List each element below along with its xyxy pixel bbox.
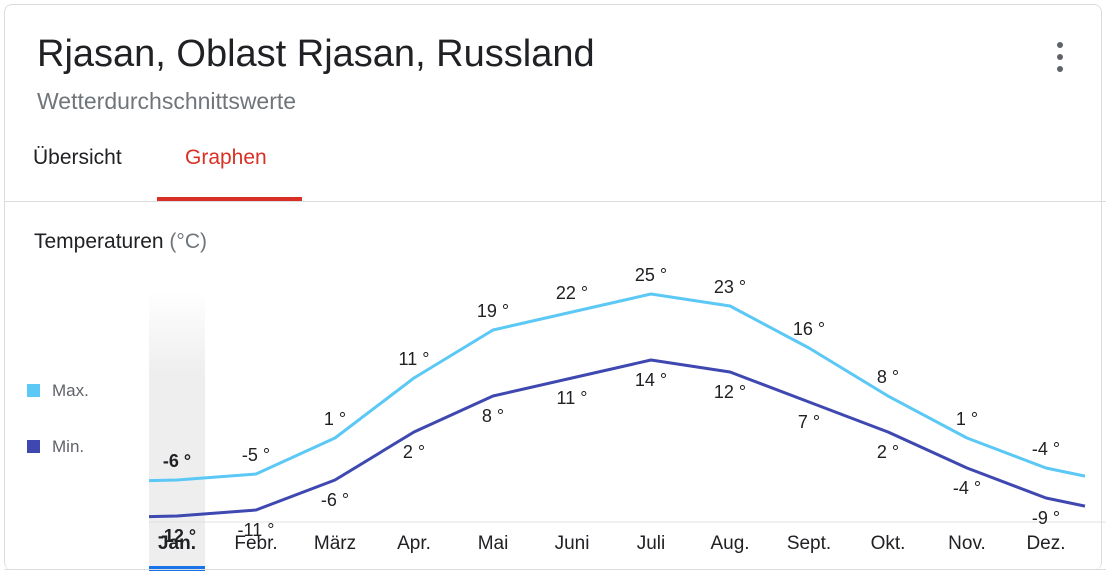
- data-label-max: 22 °: [556, 283, 588, 303]
- data-label-max: -5 °: [242, 445, 270, 465]
- location-title: Rjasan, Oblast Rjasan, Russland: [37, 33, 595, 75]
- active-tab-indicator: [157, 197, 302, 201]
- data-label-min: -6 °: [321, 490, 349, 510]
- data-label-min: 14 °: [635, 370, 667, 390]
- month-tick-label: Aug.: [710, 533, 749, 554]
- data-label-max: 16 °: [793, 319, 825, 339]
- data-label-min: 7 °: [798, 412, 820, 432]
- series-line-min: [148, 358, 1086, 519]
- legend-max-label: Max.: [52, 381, 89, 400]
- more-vert-icon[interactable]: [1050, 42, 1070, 74]
- data-label-min: 2 °: [877, 442, 899, 462]
- legend-min-swatch: [27, 440, 40, 453]
- legend-max: Max.: [27, 381, 89, 401]
- data-label-max: -6 °: [163, 451, 191, 471]
- data-label-min: 12 °: [714, 382, 746, 402]
- month-tick-label: Febr.: [234, 533, 277, 554]
- data-label-max: 11 °: [399, 349, 430, 369]
- data-label-max: 25 °: [635, 265, 667, 285]
- selected-month-highlight: [149, 290, 205, 570]
- data-label-min: -9 °: [1032, 508, 1060, 528]
- series-line-max: [148, 292, 1086, 483]
- month-tick-label: Nov.: [948, 533, 986, 554]
- month-tick-label: Juli: [637, 533, 666, 554]
- legend-min-label: Min.: [52, 437, 85, 456]
- data-label-min: -12 °: [158, 526, 196, 546]
- tab-bar: Übersicht Graphen: [4, 120, 1102, 202]
- data-label-min: -11 °: [238, 520, 275, 540]
- data-label-max: 8 °: [877, 367, 899, 387]
- data-label-max: 19 °: [477, 301, 509, 321]
- data-label-min: 2 °: [403, 442, 425, 462]
- legend-min: Min.: [27, 437, 84, 457]
- chart-title: Temperaturen (°C): [34, 230, 207, 254]
- data-label-max: 23 °: [714, 277, 746, 297]
- tab-overview[interactable]: Übersicht: [33, 146, 122, 169]
- data-label-min: 8 °: [482, 406, 504, 426]
- data-label-max: -4 °: [1032, 439, 1060, 459]
- chart-title-text: Temperaturen: [34, 230, 164, 253]
- month-tick-label: Apr.: [397, 533, 431, 554]
- data-label-max: 1 °: [324, 409, 346, 429]
- subtitle: Wetterdurchschnittswerte: [37, 88, 297, 114]
- month-tick-label: Juni: [555, 533, 590, 554]
- month-tick-label: Dez.: [1026, 533, 1065, 554]
- month-tick-label: Jan.: [158, 533, 196, 554]
- month-tick-label: März: [314, 533, 356, 554]
- selected-month-bar: [149, 566, 205, 571]
- data-label-min: 11 °: [557, 388, 588, 408]
- data-label-min: -4 °: [953, 478, 981, 498]
- card-bottom-divider: [4, 569, 1106, 570]
- legend-max-swatch: [27, 384, 40, 397]
- chart-title-unit: (°C): [169, 230, 207, 253]
- data-label-max: 1 °: [956, 409, 978, 429]
- month-tick-label: Okt.: [871, 533, 906, 554]
- month-tick-label: Mai: [478, 533, 509, 554]
- tab-graphs[interactable]: Graphen: [185, 146, 267, 169]
- month-tick-label: Sept.: [787, 533, 831, 554]
- tabs-divider: [4, 201, 1106, 202]
